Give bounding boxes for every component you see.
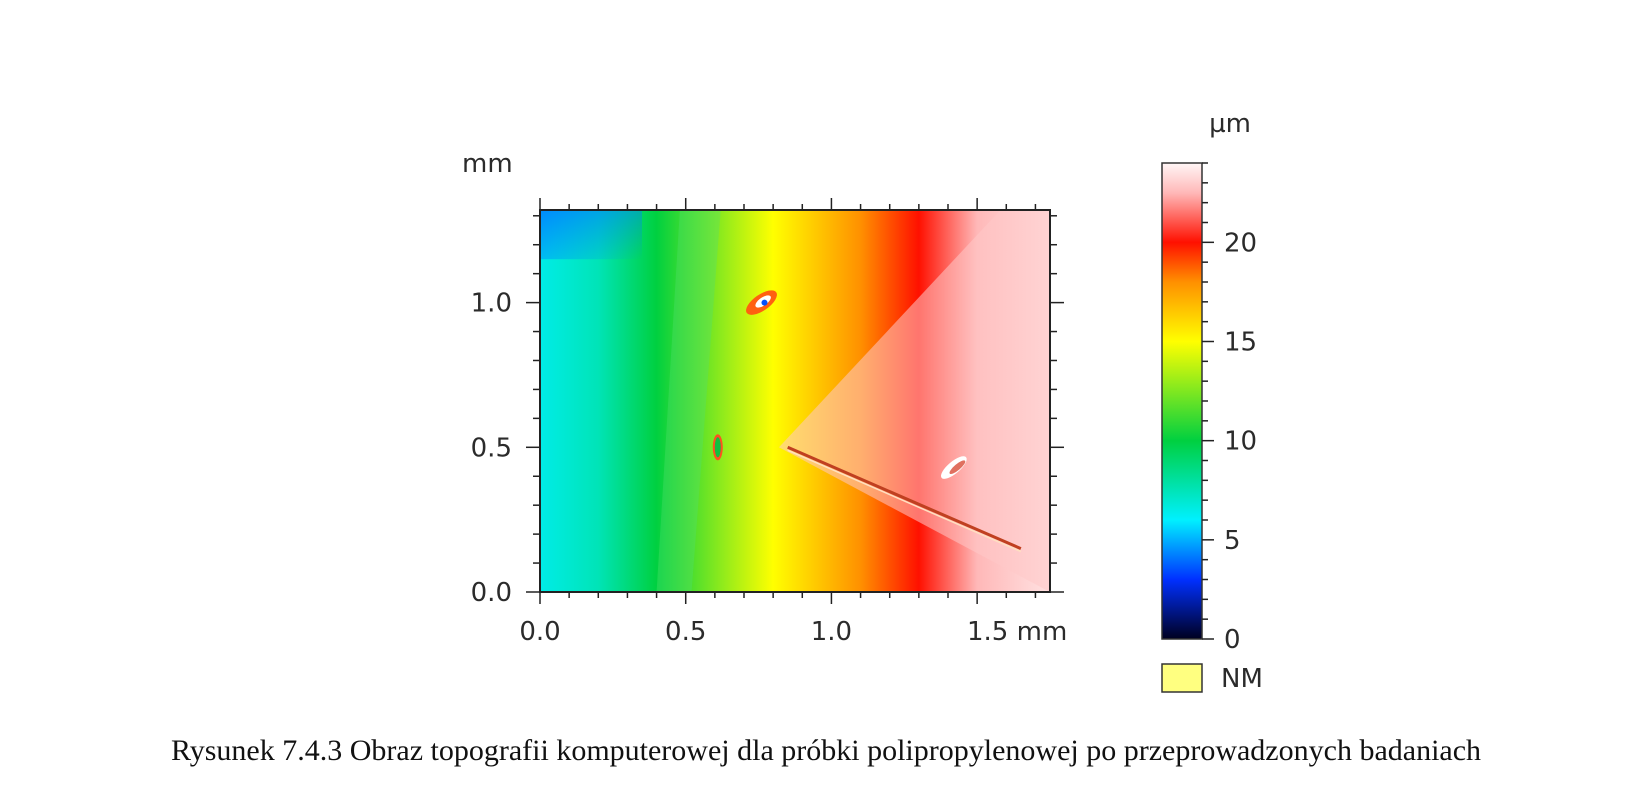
y-tick-label: 0.0: [471, 578, 512, 608]
defect-3-feature: [940, 456, 967, 479]
heatmap-right-wedge: [778, 210, 1050, 592]
figure-caption: Rysunek 7.4.3 Obraz topografii komputero…: [170, 734, 1482, 767]
colorbar: [1161, 162, 1203, 640]
y-axis: 0.0 0.5 1.0: [471, 215, 1064, 608]
plot-frame: [539, 209, 1051, 593]
colorbar-tick-label: 20: [1224, 228, 1257, 258]
colorbar-unit-label: µm: [1209, 109, 1251, 139]
heatmap-plot: [540, 210, 1050, 592]
colorbar-axis: 0 5 10 15 20: [1202, 162, 1257, 655]
y-tick-label: 0.5: [471, 433, 512, 463]
surface-features: [712, 290, 1022, 553]
y-axis-unit-label: mm: [462, 149, 513, 179]
heatmap-corner-shade: [540, 210, 642, 260]
nm-legend-swatch: [1161, 663, 1203, 693]
nm-legend-label: NM: [1221, 664, 1263, 694]
x-axis: 0.0 0.5 1.0 1.5 mm: [519, 198, 1067, 647]
heatmap-left-band: [656, 210, 721, 592]
colorbar-tick-label: 0: [1224, 625, 1241, 655]
x-tick-label: 1.0: [811, 617, 852, 647]
x-tick-label: 0.0: [519, 617, 560, 647]
colorbar-tick-label: 10: [1224, 427, 1257, 457]
topography-figure: mm 0.0 0.5 1.0 1.5 mm 0.0 0.5 1.0 µm 0 5 10 15 20…: [462, 109, 1263, 694]
y-tick-label: 1.0: [471, 289, 512, 319]
scratch-feature: [787, 445, 1022, 550]
colorbar-tick-label: 5: [1224, 526, 1241, 556]
defect-1-feature: [746, 290, 777, 315]
colorbar-tick-label: 15: [1224, 328, 1257, 358]
x-tick-label: 1.5 mm: [967, 617, 1067, 647]
x-tick-label: 0.5: [665, 617, 706, 647]
scratch-highlight: [787, 449, 1022, 553]
defect-2-feature: [712, 434, 723, 461]
